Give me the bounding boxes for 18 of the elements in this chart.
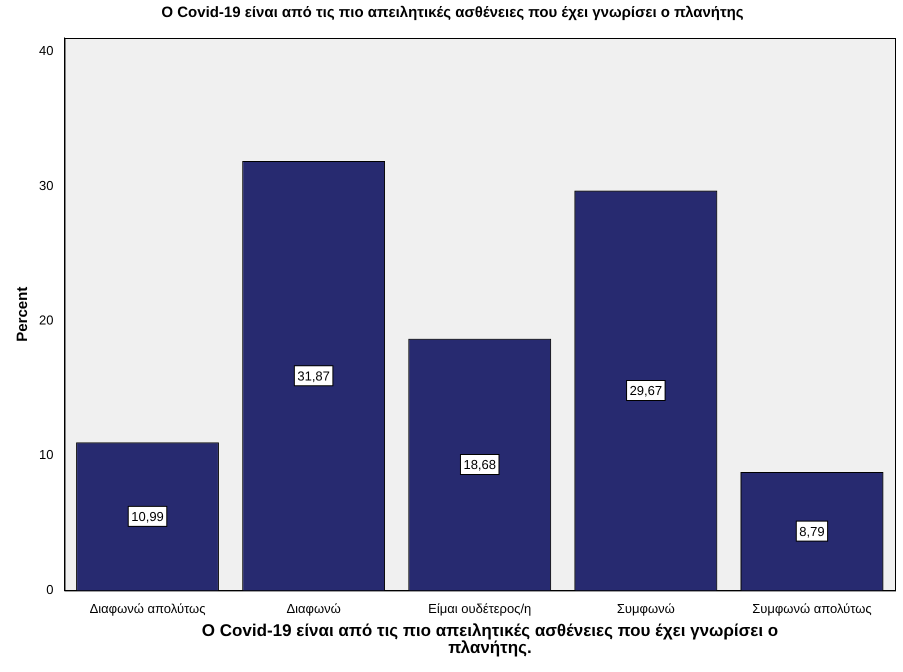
y-tick-label: 10	[38, 447, 54, 462]
y-tick-label: 40	[38, 43, 54, 58]
data-label: 10,99	[131, 508, 164, 524]
y-tick-label: 30	[38, 178, 54, 193]
data-label: 29,67	[630, 383, 662, 398]
x-axis-title: Ο Covid-19 είναι από τις πιο απειλητικές ασθένειες που έχει γνωρίσει ο πλανήτης.	[200, 621, 780, 657]
y-tick-label: 20	[38, 312, 54, 328]
x-tick-label: Διαφωνώ	[286, 600, 341, 616]
y-tick-label: 0	[46, 582, 54, 597]
x-tick-label: Συμφωνώ	[616, 600, 675, 616]
data-label: 31,87	[297, 368, 330, 384]
x-tick-label: Είμαι ουδέτερος/η	[428, 600, 532, 616]
x-tick-label: Συμφωνώ απολύτως	[752, 600, 872, 616]
y-axis-title: Percent	[14, 286, 32, 342]
x-tick-label: Διαφωνώ απολύτως	[90, 600, 206, 616]
data-label: 18,68	[463, 457, 496, 472]
chart-title: Ο Covid-19 είναι από τις πιο απειλητικές ασθένειες που έχει γνωρίσει ο πλανήτης	[161, 4, 744, 22]
data-label: 8,79	[799, 524, 825, 539]
